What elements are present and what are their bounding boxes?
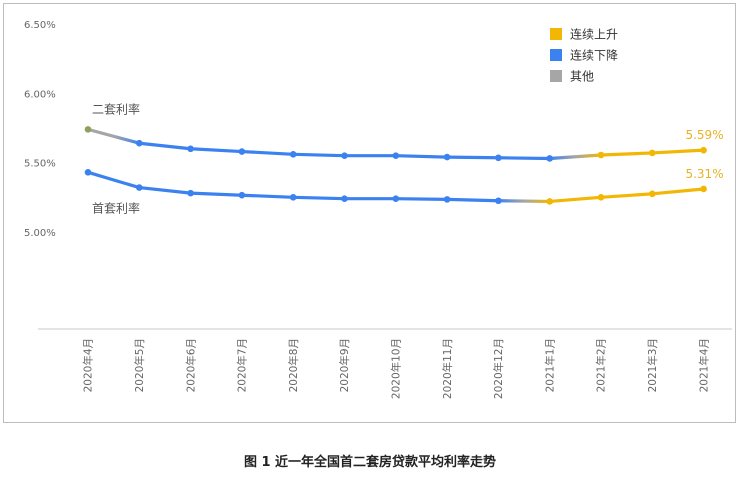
x-tick-label: 2020年4月 — [82, 338, 95, 392]
series-line-segment — [189, 191, 244, 197]
series-line-segment — [650, 148, 706, 155]
series-name-label: 二套利率 — [92, 101, 140, 116]
series-line-segment — [86, 127, 141, 145]
series-line-segment — [189, 147, 244, 154]
series-line-segment — [86, 170, 141, 190]
end-value-label: 5.59% — [685, 128, 723, 142]
series-name-label: 首套利率 — [92, 200, 140, 215]
x-tick-label: 2020年12月 — [492, 338, 505, 399]
x-tick-label: 2020年10月 — [389, 338, 402, 399]
legend-label: 连续上升 — [570, 27, 618, 42]
data-point — [84, 126, 92, 133]
data-point — [238, 191, 246, 199]
series-line-segment — [599, 151, 654, 157]
series-line-segment — [137, 185, 193, 195]
data-point — [84, 169, 92, 176]
x-tick-label: 2021年4月 — [697, 338, 710, 392]
data-point — [136, 184, 143, 191]
series-line-segment — [137, 141, 193, 151]
data-point — [700, 185, 707, 193]
x-tick-label: 2020年6月 — [184, 338, 197, 392]
legend-swatch — [550, 49, 562, 61]
data-point — [649, 149, 656, 157]
x-tick-label: 2021年1月 — [543, 338, 556, 392]
data-point — [597, 193, 605, 201]
x-tick-label: 2020年8月 — [287, 338, 300, 392]
series-line-segment — [496, 156, 552, 161]
data-point — [546, 198, 553, 205]
data-point — [649, 190, 656, 198]
x-tick-label: 2021年2月 — [595, 338, 608, 392]
data-point — [443, 196, 451, 203]
series-line-segment — [240, 193, 295, 199]
y-tick-label: 5.50% — [24, 159, 56, 170]
series-line-segment — [240, 149, 295, 156]
line-chart: 6.50% 6.00% 5.50% 5.00% 2020年4月 2020年5月 2020年6… — [24, 20, 732, 399]
data-point — [136, 139, 143, 147]
data-point — [187, 145, 194, 153]
series-line-segment — [650, 187, 706, 196]
series-line-segment — [445, 155, 500, 160]
x-tick-label: 2020年9月 — [338, 338, 351, 392]
data-point — [495, 197, 502, 205]
data-point — [443, 153, 451, 161]
legend-label: 连续下降 — [570, 48, 618, 63]
y-tick-label: 6.00% — [24, 89, 56, 100]
series-line-segment — [445, 197, 500, 203]
data-point — [597, 151, 605, 159]
data-point — [495, 154, 502, 162]
series-line-segment — [548, 153, 603, 161]
series-line-segment — [394, 154, 449, 159]
chart-frame: 6.50% 6.00% 5.50% 5.00% 2020年4月 2020年5月 2020年6… — [3, 3, 736, 423]
series-line-segment — [291, 152, 347, 158]
data-point — [289, 151, 297, 158]
y-tick-label: 5.00% — [24, 228, 56, 239]
data-point — [546, 155, 553, 162]
data-point — [187, 189, 194, 197]
series-line-segment — [291, 195, 347, 201]
x-tick-label: 2021年3月 — [646, 338, 659, 392]
x-tick-label: 2020年11月 — [441, 338, 454, 399]
x-tick-label: 2020年5月 — [133, 338, 146, 392]
legend-label: 其他 — [570, 70, 594, 84]
data-point — [289, 193, 297, 201]
y-tick-label: 6.50% — [24, 20, 56, 31]
data-point — [392, 195, 400, 202]
end-value-label: 5.31% — [685, 167, 723, 181]
legend-swatch — [550, 28, 562, 40]
data-point — [700, 146, 707, 154]
series-line-segment — [394, 197, 449, 201]
data-point — [392, 152, 400, 160]
data-point — [238, 148, 246, 155]
x-tick-label: 2020年7月 — [236, 338, 249, 392]
figure-caption: 图 1 近一年全国首二套房贷款平均利率走势 — [243, 455, 497, 470]
data-point — [341, 152, 348, 160]
series-line-segment — [496, 199, 552, 204]
series-line-segment — [548, 195, 603, 204]
legend-swatch — [550, 70, 562, 82]
series-line-segment — [599, 192, 654, 199]
data-point — [341, 195, 348, 202]
